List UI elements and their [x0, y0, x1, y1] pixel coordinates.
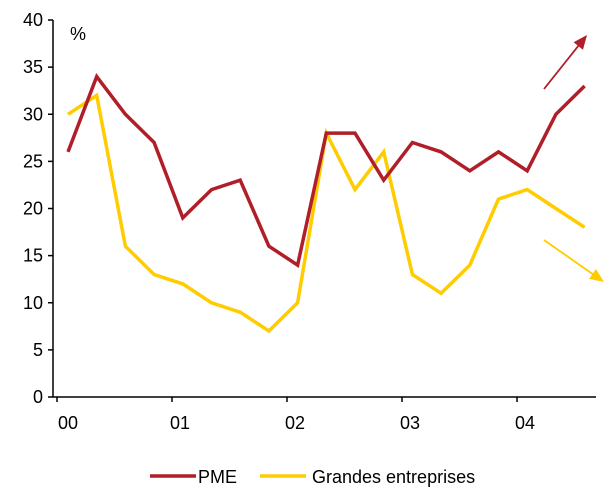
y-tick-label: 40	[23, 10, 43, 30]
y-tick-label: 35	[23, 57, 43, 77]
x-tick-label: 03	[400, 413, 420, 433]
y-tick-label: 10	[23, 293, 43, 313]
trend-down-arrow	[543, 239, 604, 282]
unit-label: %	[70, 24, 86, 44]
y-axis: 0 5 10 15 20 25 30 35 40	[23, 10, 54, 407]
x-tick-label: 04	[515, 413, 535, 433]
y-tick-label: 30	[23, 104, 43, 124]
trend-up-arrow	[543, 35, 587, 90]
x-tick-label: 01	[170, 413, 190, 433]
series-line-pme	[66, 73, 586, 268]
y-tick-label: 5	[33, 340, 43, 360]
legend: PME Grandes entreprises	[150, 467, 475, 487]
legend-label-pme: PME	[198, 467, 237, 487]
x-axis: 00 01 02 03 04	[53, 396, 596, 433]
x-tick-label: 02	[285, 413, 305, 433]
y-tick-label: 25	[23, 151, 43, 171]
y-tick-label: 0	[33, 387, 43, 407]
series-line-grandes-entreprises	[67, 92, 586, 334]
legend-label-grandes-entreprises: Grandes entreprises	[312, 467, 475, 487]
y-tick-label: 15	[23, 246, 43, 266]
x-tick-label: 00	[58, 413, 78, 433]
y-tick-label: 20	[23, 199, 43, 219]
